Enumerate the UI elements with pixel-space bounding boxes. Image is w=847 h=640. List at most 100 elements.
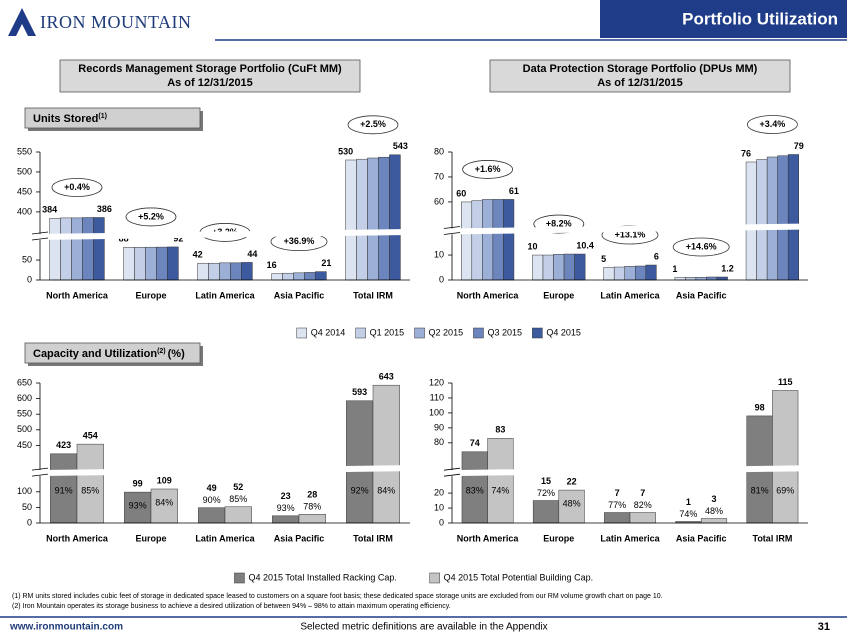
y-tick-label: 600	[17, 393, 32, 403]
y-tick-label: 10	[434, 249, 444, 259]
value-label: 49	[207, 483, 217, 493]
section-text: Capacity and Utilization	[33, 348, 157, 360]
bar	[766, 156, 778, 281]
value-label: 60	[456, 188, 466, 198]
growth-label: +36.9%	[284, 236, 315, 246]
y-tick-label: 450	[17, 186, 32, 196]
footer-note: Selected metric definitions are availabl…	[300, 622, 547, 633]
legend-swatch	[414, 327, 425, 339]
bar	[346, 400, 374, 524]
legend-label: Q4 2014	[311, 327, 346, 337]
utilization-label: 91%	[55, 485, 73, 495]
value-label: 384	[42, 205, 57, 215]
bar	[345, 159, 357, 281]
bar	[461, 451, 488, 524]
axis-break-line	[31, 231, 49, 235]
bar	[716, 276, 728, 281]
bar	[503, 199, 515, 281]
bar	[208, 262, 220, 281]
value-label: 1	[672, 264, 677, 274]
y-tick-label: 110	[430, 392, 444, 402]
bar	[624, 266, 636, 281]
section-note: (2)	[157, 348, 166, 355]
logo-icon	[8, 8, 36, 36]
x-tick-label: Asia Pacific	[676, 290, 727, 300]
value-label: 79	[794, 141, 804, 151]
y-tick-label: 650	[17, 377, 32, 387]
y-tick-label: 20	[434, 487, 444, 497]
growth-label: +13.1%	[615, 229, 646, 239]
section-note: (1)	[98, 113, 107, 120]
bar	[76, 443, 104, 524]
x-tick-label: Europe	[135, 533, 166, 543]
legend-swatch	[296, 327, 307, 339]
axis-break	[444, 465, 808, 477]
x-tick-label: Latin America	[195, 533, 255, 543]
bar	[49, 218, 61, 281]
y-tick-label: 10	[434, 502, 444, 512]
y-tick-label: 500	[17, 166, 32, 176]
utilization-label: 81%	[751, 485, 769, 495]
bar	[777, 155, 789, 281]
title-box	[489, 59, 791, 93]
value-label: 6	[654, 251, 659, 261]
bar	[298, 514, 326, 524]
growth-label: +14.6%	[686, 241, 717, 251]
y-tick-label: 100	[17, 486, 32, 496]
x-tick-label: Total IRM	[353, 290, 393, 300]
growth-label: +3.4%	[760, 119, 786, 129]
y-tick-label: 500	[17, 424, 32, 434]
x-tick-label: North America	[457, 533, 520, 543]
bar	[197, 262, 209, 281]
value-label: 543	[393, 141, 408, 151]
y-tick-label: 450	[17, 440, 32, 450]
legend-swatch	[234, 572, 245, 584]
legend-label: Q4 2015 Total Potential Building Cap.	[444, 572, 593, 582]
value-label: 52	[233, 482, 243, 492]
bar	[574, 253, 586, 281]
value-label: 83	[495, 425, 505, 435]
chart-subtitle: As of 12/31/2015	[167, 77, 253, 89]
y-tick-label: 70	[434, 171, 444, 181]
value-label: 3	[712, 494, 717, 504]
x-tick-label: Europe	[135, 290, 166, 300]
bar	[645, 264, 657, 281]
bar	[356, 158, 368, 281]
axis-break-line	[31, 467, 49, 471]
legend-swatch	[532, 327, 543, 339]
bar	[282, 272, 294, 281]
bar	[367, 157, 379, 281]
chart-title: Data Protection Storage Portfolio (DPUs …	[523, 63, 758, 75]
value-label: 10.4	[576, 240, 594, 250]
footnote: (2) Iron Mountain operates its storage b…	[12, 603, 451, 610]
value-label: 92	[173, 233, 183, 243]
utilization-label: 92%	[351, 485, 369, 495]
title-box	[59, 59, 361, 93]
value-label: 7	[615, 488, 620, 498]
value-label: 386	[97, 204, 112, 214]
value-label: 454	[83, 431, 98, 441]
bar	[629, 512, 656, 524]
value-label: 61	[509, 186, 519, 196]
bar	[167, 246, 179, 281]
utilization-label: 83%	[466, 485, 484, 495]
value-label: 1	[686, 497, 691, 507]
bar	[150, 488, 178, 524]
axis-break-line	[443, 467, 461, 471]
axis-break-line	[31, 237, 49, 241]
bar	[745, 161, 757, 281]
legend-swatch	[355, 327, 366, 339]
y-tick-label: 0	[439, 274, 444, 284]
axis-break-line	[443, 232, 461, 235]
value-label: 530	[338, 146, 353, 156]
utilization-label: 77%	[608, 500, 626, 510]
value-label: 7	[640, 488, 645, 498]
y-tick-label: 80	[434, 437, 444, 447]
axis-break	[444, 223, 808, 235]
y-tick-label: 0	[439, 517, 444, 527]
bar	[685, 277, 697, 281]
section-label: Units Stored(1)	[33, 113, 107, 125]
bar	[604, 512, 631, 524]
bar	[293, 272, 305, 281]
